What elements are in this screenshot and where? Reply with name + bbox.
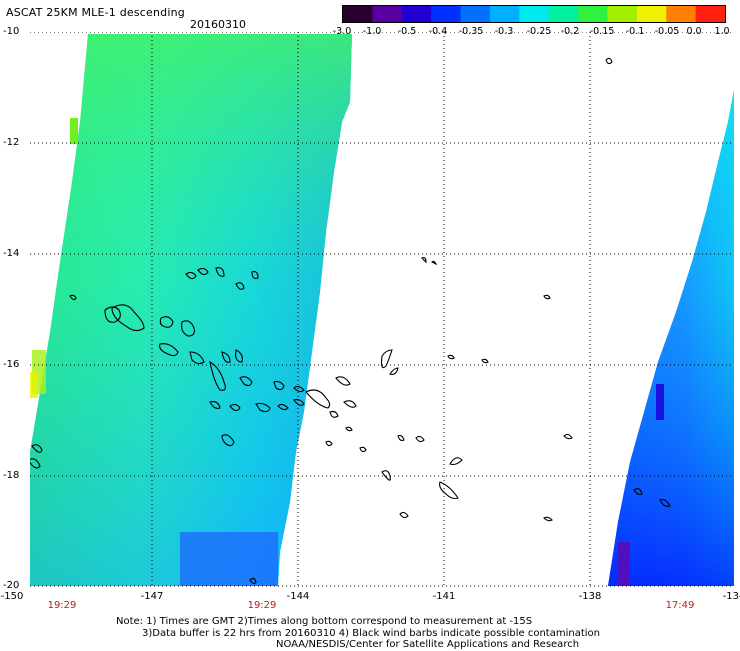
colorbar-swatch (607, 6, 638, 22)
y-tick-label: -20 (3, 580, 20, 591)
y-tick-label: -14 (3, 248, 20, 259)
x-tick-label: -141 (432, 591, 456, 602)
x-tick-label: -147 (140, 591, 164, 602)
pass-time: 17:49 (665, 600, 695, 611)
x-tick-label: -150 (0, 591, 24, 602)
colorbar-label: -1.0 (362, 26, 382, 37)
colorbar-swatch (548, 6, 579, 22)
colorbar-label: -0.3 (494, 26, 514, 37)
colorbar-swatch (695, 6, 725, 22)
colorbar-swatch (666, 6, 697, 22)
colorbar-swatch (489, 6, 520, 22)
x-tick-label: -144 (286, 591, 310, 602)
y-tick-label: -12 (3, 137, 20, 148)
y-tick-label: -18 (3, 470, 20, 481)
map-title: ASCAT 25KM MLE-1 descending (6, 6, 185, 19)
pass-time: 19:29 (247, 600, 277, 611)
colorbar (342, 5, 726, 23)
colorbar-swatch (636, 6, 667, 22)
right-swath (608, 90, 734, 586)
x-tick-label: -138 (578, 591, 602, 602)
colorbar-swatch (431, 6, 462, 22)
left-swath (30, 34, 352, 586)
colorbar-swatch (401, 6, 432, 22)
colorbar-swatch (460, 6, 491, 22)
note-line: Note: 1) Times are GMT 2)Times along bot… (116, 616, 533, 627)
note-line: NOAA/NESDIS/Center for Satellite Applica… (276, 639, 580, 650)
map-plot (30, 32, 734, 587)
y-tick-label: -16 (3, 359, 20, 370)
x-tick-label: -134 (722, 591, 740, 602)
colorbar-swatch (578, 6, 609, 22)
map-date: 20160310 (190, 18, 246, 31)
colorbar-swatch (343, 6, 373, 22)
island-outlines (30, 57, 671, 585)
colorbar-swatch (519, 6, 550, 22)
note-line: 3)Data buffer is 22 hrs from 20160310 4)… (142, 627, 600, 639)
footnotes: Note: 1) Times are GMT 2)Times along bot… (116, 616, 600, 651)
pass-time: 19:29 (47, 600, 77, 611)
y-tick-label: -10 (3, 26, 20, 37)
colorbar-swatch (372, 6, 403, 22)
